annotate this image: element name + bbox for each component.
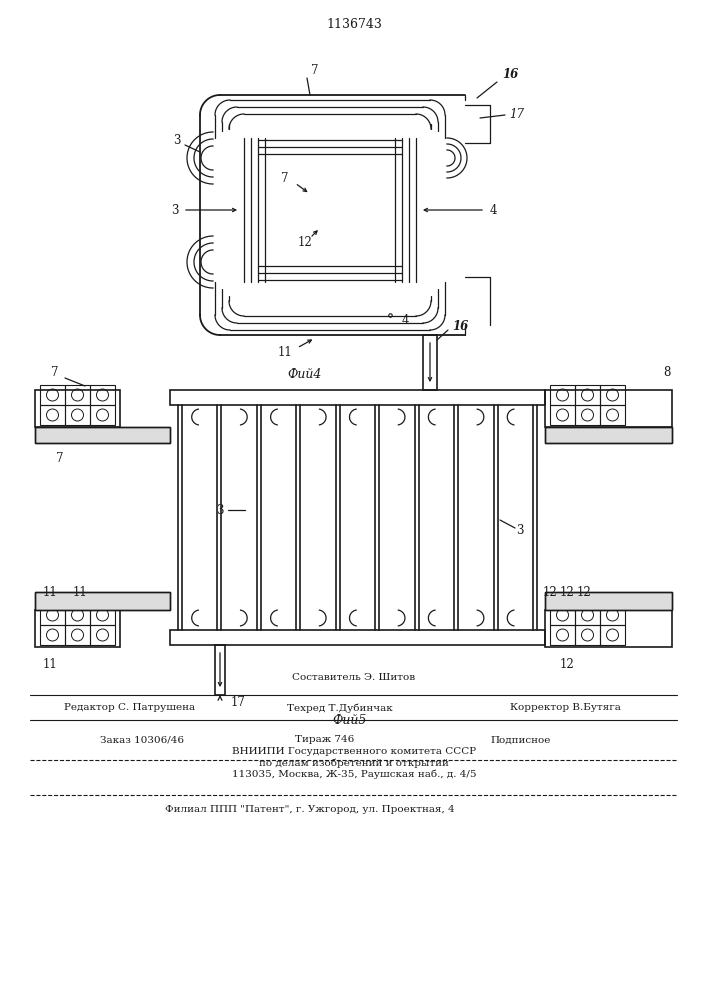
Bar [35,390,120,427]
Text: 113035, Москва, Ж-35, Раушская наб., д. 4/5: 113035, Москва, Ж-35, Раушская наб., д. … [232,769,477,779]
Bar [545,390,672,427]
Text: 11: 11 [73,585,88,598]
Bar [65,405,90,425]
Text: Фий4: Фий4 [288,368,322,381]
Bar [423,335,437,390]
Bar [35,592,170,610]
Text: 11: 11 [42,658,57,672]
Text: Редактор С. Патрушена: Редактор С. Патрушена [64,704,196,712]
Text: ВНИИПИ Государственного комитета СССР: ВНИИПИ Государственного комитета СССР [232,748,476,756]
Bar [90,625,115,645]
Bar [550,405,575,425]
Bar [575,625,600,645]
Bar [65,385,90,405]
Text: Фий5: Фий5 [333,714,367,726]
Text: Корректор В.Бутяга: Корректор В.Бутяга [510,704,621,712]
Text: 4: 4 [489,204,497,217]
Bar [575,385,600,405]
Bar [550,625,575,645]
Bar [545,592,672,610]
Bar [40,625,65,645]
Bar [550,605,575,625]
Text: 7: 7 [51,365,59,378]
Text: 12: 12 [560,585,574,598]
Bar [545,427,672,443]
Text: 1136743: 1136743 [326,18,382,31]
Text: 3: 3 [173,133,181,146]
Text: 16: 16 [452,320,468,334]
Text: 8: 8 [663,365,671,378]
Bar [600,625,625,645]
Bar [40,405,65,425]
Bar [35,610,120,647]
Bar [35,592,170,610]
Text: 3: 3 [216,504,223,516]
Text: Техред Т.Дубинчак: Техред Т.Дубинчак [287,703,393,713]
Text: 3: 3 [171,204,179,217]
Text: Подписное: Подписное [490,736,550,744]
Text: 17: 17 [510,108,525,121]
Text: 4: 4 [402,314,409,326]
Bar [35,427,170,443]
Text: 7: 7 [311,64,319,77]
Text: 12: 12 [543,585,557,598]
Bar [90,385,115,405]
Bar [600,385,625,405]
Bar [600,605,625,625]
Bar [40,605,65,625]
Bar [545,427,672,443]
Bar [170,390,545,405]
Text: 7: 7 [281,172,288,184]
Bar [545,592,672,610]
Text: 12: 12 [560,658,574,672]
Text: 3: 3 [516,524,524,536]
Text: 12: 12 [577,585,591,598]
Bar [170,630,545,645]
Text: по делам изобретений и открытий: по делам изобретений и открытий [259,758,449,768]
Text: 17: 17 [230,696,245,710]
Bar [575,405,600,425]
Bar [550,385,575,405]
Text: 7: 7 [57,452,64,464]
Text: 12: 12 [298,235,312,248]
Bar [90,605,115,625]
Text: 16: 16 [502,68,518,82]
Bar [575,605,600,625]
Bar [65,605,90,625]
Text: Заказ 10306/46: Заказ 10306/46 [100,736,184,744]
Bar [40,385,65,405]
Bar [215,645,225,695]
Text: Тираж 746: Тираж 746 [295,736,354,744]
Bar [35,427,170,443]
Text: Филиал ППП "Патент", г. Ужгород, ул. Проектная, 4: Филиал ППП "Патент", г. Ужгород, ул. Про… [165,806,455,814]
Text: Составитель Э. Шитов: Составитель Э. Шитов [293,672,416,682]
Bar [90,405,115,425]
Text: 11: 11 [42,585,57,598]
Text: 11: 11 [278,346,293,359]
Bar [600,405,625,425]
Bar [65,625,90,645]
Bar [545,610,672,647]
